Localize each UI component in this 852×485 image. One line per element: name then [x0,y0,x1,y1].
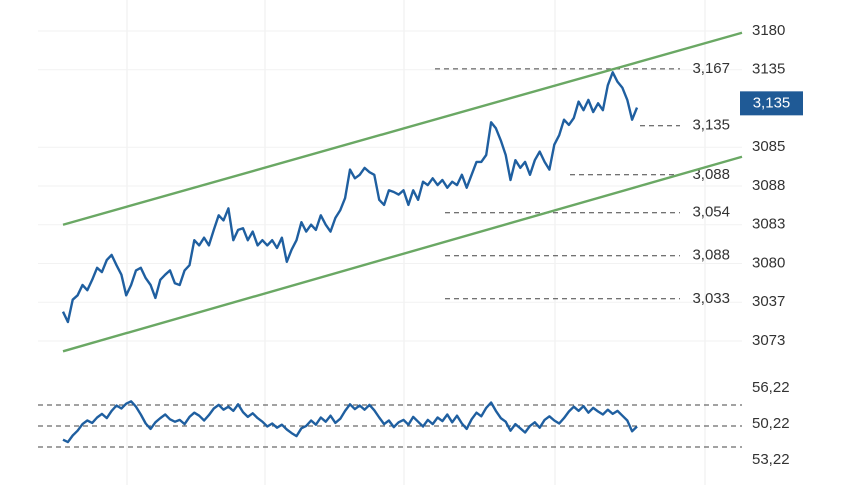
y-tick-label: 3180 [752,22,785,39]
y-tick-label: 3135 [752,61,785,78]
level-label: 3,054 [692,204,730,221]
level-label: 3,167 [692,60,730,77]
channel-line [62,31,743,226]
y-tick-label: 53,22 [752,451,790,468]
y-tick-label: 3088 [752,177,785,194]
y-tick-label: 50,22 [752,415,790,432]
price-line [61,71,639,324]
y-tick-label: 3083 [752,216,785,233]
y-tick-label: 56,22 [752,379,790,396]
level-label: 3,135 [692,117,730,134]
channel-line [62,155,743,353]
price-badge [740,91,803,116]
level-label: 3,033 [692,290,730,307]
y-tick-label: 3073 [752,332,785,349]
price-badge-label: 3,135 [753,94,791,111]
price-line [62,400,638,444]
level-label: 3,088 [692,166,730,183]
y-tick-label: 3080 [752,254,785,271]
y-tick-label: 3085 [752,138,785,155]
level-label: 3,088 [692,247,730,264]
y-tick-label: 3037 [752,293,785,310]
